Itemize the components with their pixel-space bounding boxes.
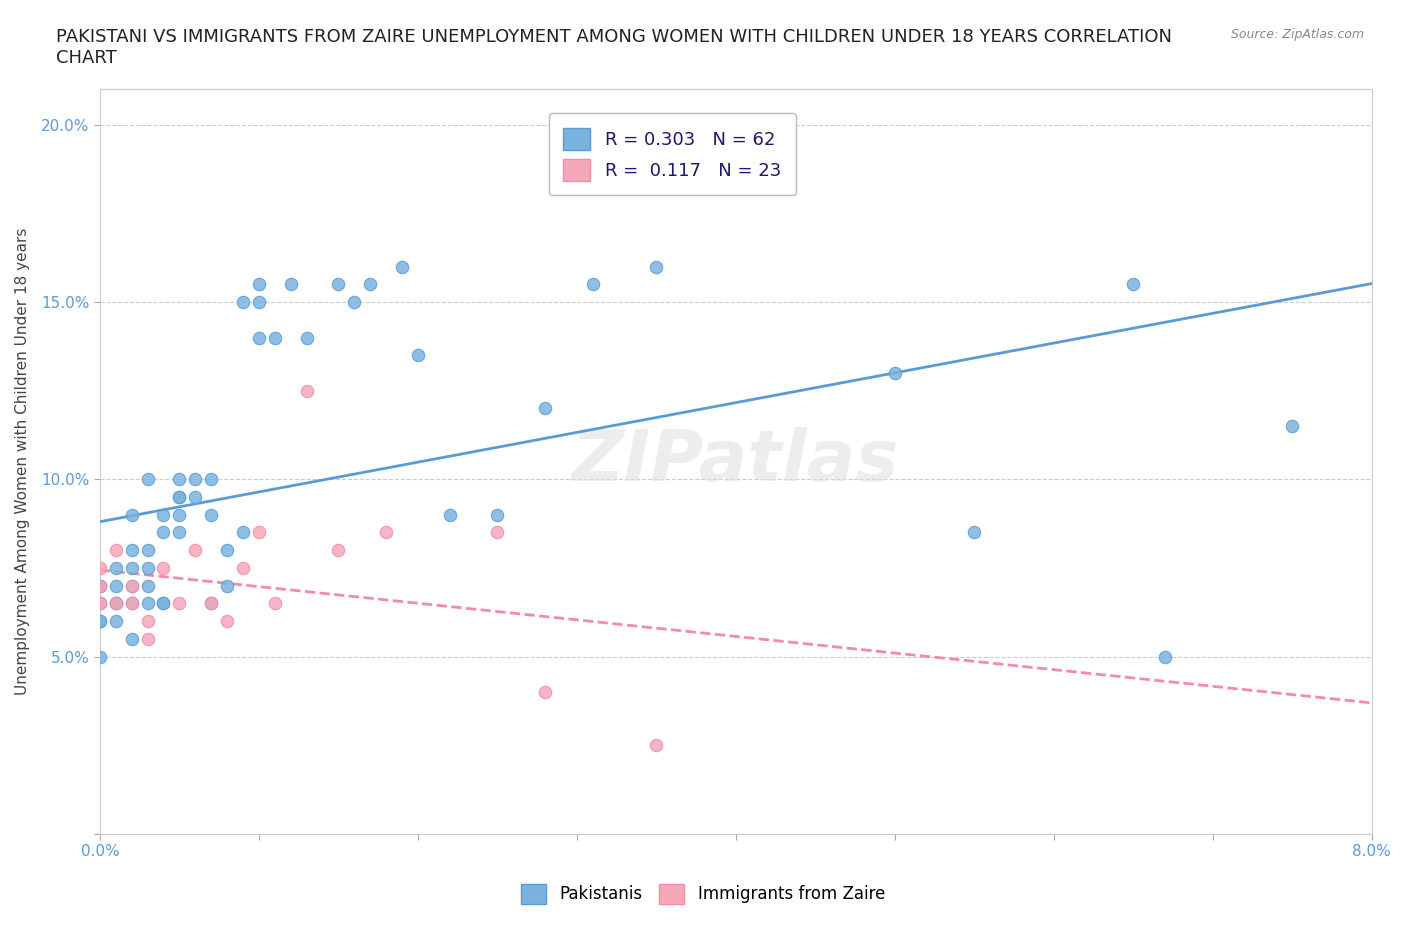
- Point: [89, 578, 111, 593]
- Point: [1281, 418, 1303, 433]
- Point: [217, 543, 239, 558]
- Point: [883, 365, 905, 380]
- Point: [534, 401, 557, 416]
- Point: [295, 383, 318, 398]
- Point: [121, 596, 143, 611]
- Point: [89, 614, 111, 629]
- Point: [280, 277, 302, 292]
- Point: [104, 614, 127, 629]
- Point: [152, 525, 174, 540]
- Point: [121, 561, 143, 576]
- Legend: R = 0.303   N = 62, R =  0.117   N = 23: R = 0.303 N = 62, R = 0.117 N = 23: [548, 113, 796, 195]
- Point: [89, 561, 111, 576]
- Text: Source: ZipAtlas.com: Source: ZipAtlas.com: [1230, 28, 1364, 41]
- Point: [375, 525, 398, 540]
- Point: [169, 489, 191, 504]
- Point: [136, 472, 159, 486]
- Text: ZIPatlas: ZIPatlas: [572, 427, 900, 496]
- Point: [232, 295, 254, 310]
- Point: [152, 561, 174, 576]
- Point: [582, 277, 605, 292]
- Point: [136, 596, 159, 611]
- Point: [200, 472, 222, 486]
- Point: [343, 295, 366, 310]
- Point: [486, 508, 509, 523]
- Point: [121, 543, 143, 558]
- Point: [121, 596, 143, 611]
- Point: [152, 508, 174, 523]
- Point: [104, 543, 127, 558]
- Point: [136, 614, 159, 629]
- Point: [645, 259, 668, 274]
- Point: [1122, 277, 1144, 292]
- Point: [121, 631, 143, 646]
- Point: [121, 508, 143, 523]
- Point: [232, 561, 254, 576]
- Point: [89, 578, 111, 593]
- Point: [200, 596, 222, 611]
- Point: [200, 596, 222, 611]
- Point: [104, 596, 127, 611]
- Point: [328, 277, 350, 292]
- Point: [406, 348, 429, 363]
- Point: [169, 525, 191, 540]
- Point: [104, 578, 127, 593]
- Point: [104, 596, 127, 611]
- Point: [169, 489, 191, 504]
- Point: [184, 489, 207, 504]
- Point: [169, 472, 191, 486]
- Point: [89, 614, 111, 629]
- Point: [184, 472, 207, 486]
- Point: [565, 170, 588, 185]
- Point: [136, 561, 159, 576]
- Point: [263, 596, 285, 611]
- Legend: Pakistanis, Immigrants from Zaire: Pakistanis, Immigrants from Zaire: [513, 875, 893, 912]
- Point: [184, 543, 207, 558]
- Point: [439, 508, 461, 523]
- Point: [89, 596, 111, 611]
- Point: [247, 525, 270, 540]
- Point: [217, 614, 239, 629]
- Point: [200, 508, 222, 523]
- Point: [136, 578, 159, 593]
- Point: [89, 649, 111, 664]
- Point: [295, 330, 318, 345]
- Point: [104, 596, 127, 611]
- Point: [534, 684, 557, 699]
- Point: [89, 578, 111, 593]
- Point: [263, 330, 285, 345]
- Point: [152, 596, 174, 611]
- Point: [247, 330, 270, 345]
- Y-axis label: Unemployment Among Women with Children Under 18 years: Unemployment Among Women with Children U…: [15, 228, 30, 696]
- Point: [152, 596, 174, 611]
- Point: [217, 578, 239, 593]
- Point: [247, 277, 270, 292]
- Point: [169, 508, 191, 523]
- Point: [89, 596, 111, 611]
- Point: [645, 737, 668, 752]
- Point: [247, 295, 270, 310]
- Point: [486, 525, 509, 540]
- Point: [121, 578, 143, 593]
- Text: PAKISTANI VS IMMIGRANTS FROM ZAIRE UNEMPLOYMENT AMONG WOMEN WITH CHILDREN UNDER : PAKISTANI VS IMMIGRANTS FROM ZAIRE UNEMP…: [56, 28, 1173, 67]
- Point: [136, 543, 159, 558]
- Point: [963, 525, 986, 540]
- Point: [121, 578, 143, 593]
- Point: [359, 277, 381, 292]
- Point: [169, 596, 191, 611]
- Point: [232, 525, 254, 540]
- Point: [391, 259, 413, 274]
- Point: [104, 561, 127, 576]
- Point: [328, 543, 350, 558]
- Point: [136, 631, 159, 646]
- Point: [1154, 649, 1177, 664]
